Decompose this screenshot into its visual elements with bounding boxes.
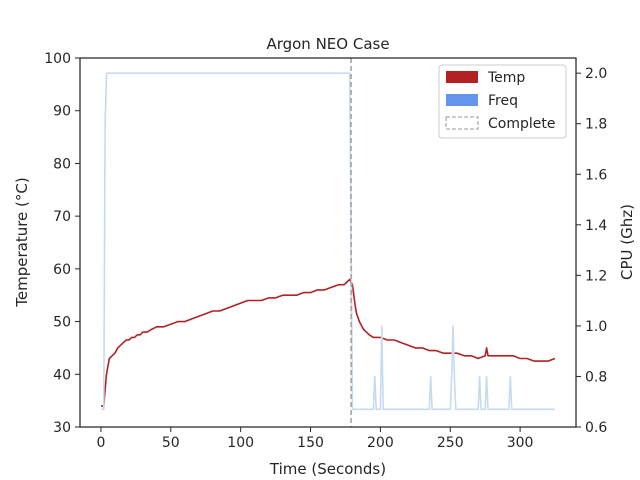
x-tick-label: 300 — [507, 435, 534, 451]
chart-title: Argon NEO Case — [266, 35, 389, 53]
y-left-tick-label: 40 — [53, 367, 71, 383]
x-tick-label: 0 — [96, 435, 105, 451]
y-right-tick-label: 1.2 — [585, 268, 607, 284]
x-tick-label: 50 — [162, 435, 180, 451]
y-right-tick-label: 1.0 — [585, 319, 607, 335]
y-right-tick-label: 2.0 — [585, 66, 607, 82]
x-tick-label: 150 — [297, 435, 324, 451]
legend: Temp Freq Complete — [438, 64, 567, 139]
legend-swatch — [445, 116, 479, 130]
legend-box — [438, 64, 567, 139]
plot-area: 0 50 100 150 200 250 300 30 40 50 60 70 80 90 100 0.6 0.… — [44, 51, 607, 451]
temp-series-line — [101, 278, 556, 407]
y-left-tick-label: 70 — [53, 209, 71, 225]
y-left-tick-label: 60 — [53, 262, 71, 278]
legend-label: Temp — [487, 70, 525, 86]
y-left-tick-label: 80 — [53, 156, 71, 172]
x-tick-label: 100 — [227, 435, 254, 451]
y-left-tick-label: 30 — [53, 420, 71, 436]
x-tick-label: 200 — [367, 435, 394, 451]
y-right-tick-label: 1.4 — [585, 218, 607, 234]
y-right-tick-label: 0.8 — [585, 369, 607, 385]
legend-label: Complete — [488, 116, 555, 132]
freq-series-line — [101, 72, 555, 411]
y-left-tick-label: 50 — [53, 315, 71, 331]
y-right-tick-label: 0.6 — [585, 420, 607, 436]
legend-swatch — [446, 71, 478, 83]
axes-frame — [79, 57, 577, 428]
x-axis-label: Time (Seconds) — [269, 460, 386, 478]
y-left-tick-label: 100 — [44, 51, 71, 67]
legend-swatch — [446, 94, 478, 106]
y-axis-label-right: CPU (Ghz) — [618, 204, 636, 280]
y-right-tick-label: 1.8 — [585, 117, 607, 133]
x-tick-label: 250 — [437, 435, 464, 451]
legend-label: Freq — [488, 93, 518, 109]
y-left-tick-label: 90 — [53, 104, 71, 120]
y-axis-label-left: Temperature (°C) — [13, 177, 31, 307]
y-right-tick-label: 1.6 — [585, 167, 607, 183]
